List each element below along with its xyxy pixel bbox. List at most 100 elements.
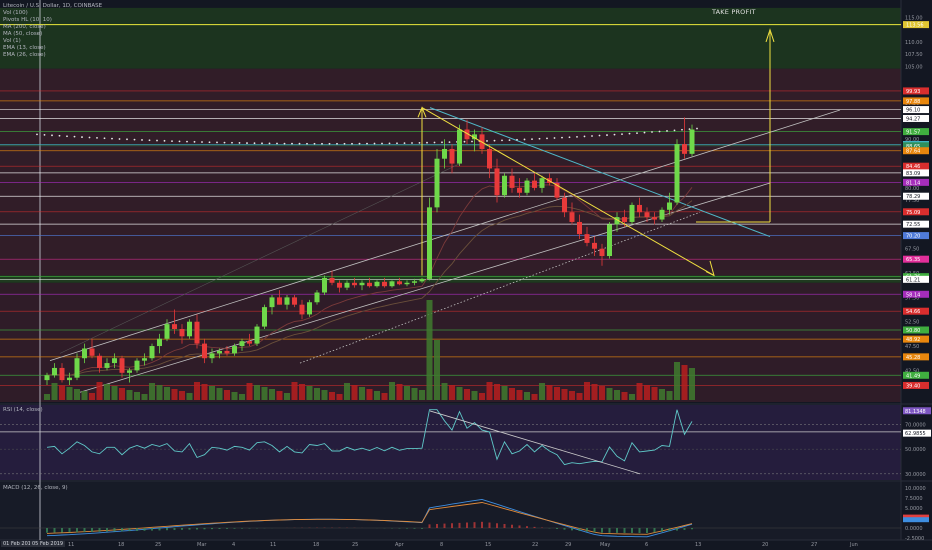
ma200-dot bbox=[643, 131, 646, 134]
descending-teal-line bbox=[429, 107, 771, 238]
price-badge bbox=[903, 208, 929, 216]
price-tick-label: 77.50 bbox=[905, 198, 919, 204]
macd-histogram-bar bbox=[188, 528, 191, 530]
candle-body bbox=[74, 358, 80, 378]
ma200-dot bbox=[381, 142, 383, 145]
indicator-vol1[interactable]: Vol (1) bbox=[3, 38, 21, 44]
ma200-dot bbox=[373, 142, 376, 145]
volume-bar bbox=[464, 389, 470, 400]
volume-bar bbox=[411, 388, 418, 400]
volume-bar bbox=[546, 385, 553, 400]
indicator-ema13[interactable]: EMA (13, close) bbox=[3, 45, 46, 51]
price-badge bbox=[903, 147, 929, 155]
volume-bar bbox=[261, 387, 268, 400]
volume-bar bbox=[239, 394, 245, 400]
x-tick-label: Apr bbox=[395, 542, 404, 548]
candle-body bbox=[652, 217, 657, 220]
x-tick-label: 27 bbox=[811, 542, 818, 548]
price-badge-label: 83.09 bbox=[906, 171, 920, 177]
symbol-title: Litecoin / U.S. Dollar, 1D, COINBASE bbox=[3, 3, 103, 9]
indicator-vol100[interactable]: Vol (100) bbox=[3, 10, 28, 16]
ma200-dot bbox=[463, 140, 466, 143]
macd-histogram-bar bbox=[631, 528, 633, 533]
rsi-tick-label: 30.0000 bbox=[905, 472, 926, 478]
candle-body bbox=[592, 242, 597, 249]
volume-bar bbox=[591, 384, 598, 400]
ma200-dot bbox=[283, 142, 286, 145]
macd-histogram-bar bbox=[76, 528, 78, 533]
macd-histogram-bar bbox=[601, 528, 603, 533]
signal-line bbox=[46, 502, 693, 535]
macd-histogram-bar bbox=[623, 528, 626, 533]
candle-body bbox=[427, 207, 432, 279]
x-tick-label: 25 bbox=[155, 542, 162, 548]
macd-histogram-bar bbox=[151, 528, 153, 531]
volume-bar bbox=[576, 393, 583, 400]
candle-body bbox=[254, 326, 260, 344]
ma200-dot bbox=[553, 137, 556, 139]
indicator-ema26[interactable]: EMA (26, close) bbox=[3, 52, 46, 58]
macd-histogram-bar bbox=[481, 521, 483, 528]
price-badge-label: 39.40 bbox=[906, 383, 920, 389]
candle-body bbox=[97, 355, 102, 368]
x-tick-label: 8 bbox=[440, 542, 444, 548]
candle-body bbox=[247, 341, 252, 344]
indicator-pivots[interactable]: Pivots HL (10, 10) bbox=[3, 17, 52, 23]
macd-tick-label: 7.5000 bbox=[905, 496, 923, 502]
candle-body bbox=[284, 297, 290, 305]
price-badge-label: 70.20 bbox=[906, 234, 920, 240]
price-tick-label: 110.00 bbox=[905, 40, 923, 46]
volume-bar bbox=[531, 394, 538, 400]
price-badge bbox=[903, 307, 929, 315]
price-badge-label: 41.49 bbox=[906, 373, 920, 379]
candle-body bbox=[134, 360, 140, 371]
ma200-dot bbox=[111, 137, 113, 140]
price-badge bbox=[903, 371, 929, 379]
ma200-dot bbox=[681, 128, 683, 131]
ma200-dot bbox=[343, 142, 346, 145]
rsi-badge-2-label: 62.9855 bbox=[905, 431, 926, 437]
price-tick-label: 47.50 bbox=[905, 344, 919, 350]
candle-body bbox=[157, 338, 162, 347]
indicator-ma200[interactable]: MA (200, close) bbox=[3, 24, 46, 30]
macd-histogram-bar bbox=[421, 528, 423, 529]
candle-body bbox=[202, 343, 207, 359]
macd-histogram-bar bbox=[113, 528, 116, 532]
volume-bar bbox=[651, 387, 658, 400]
ma200-dot bbox=[658, 130, 661, 133]
ma200-dot bbox=[178, 140, 181, 143]
descending-yellow-line bbox=[421, 107, 715, 276]
macd-badge-red bbox=[903, 514, 929, 520]
macd-histogram-bar bbox=[83, 528, 86, 533]
price-tick-label: 107.50 bbox=[905, 52, 923, 58]
volume-bar bbox=[126, 390, 133, 400]
candle-body bbox=[464, 129, 470, 140]
macd-histogram-bar bbox=[61, 528, 63, 533]
price-badge bbox=[903, 192, 929, 200]
price-tick-label: 67.50 bbox=[905, 247, 919, 253]
ma200-dot bbox=[268, 142, 271, 145]
ma200-dot bbox=[568, 136, 571, 139]
ma200-dot bbox=[88, 136, 91, 139]
indicator-ma50[interactable]: MA (50, close) bbox=[3, 31, 43, 37]
macd-histogram-bar bbox=[683, 528, 686, 530]
price-badge-label: 48.92 bbox=[906, 337, 920, 343]
macd-histogram-bar bbox=[173, 528, 176, 531]
volume-bar bbox=[666, 391, 673, 400]
price-badge bbox=[903, 87, 929, 95]
macd-histogram-bar bbox=[211, 528, 213, 530]
price-tick-label: 115.00 bbox=[905, 16, 923, 22]
price-badge-label: 97.88 bbox=[906, 99, 920, 105]
price-badge bbox=[903, 255, 929, 263]
macd-histogram-bar bbox=[556, 528, 558, 529]
candle-body bbox=[322, 277, 327, 293]
ma200-dot bbox=[171, 140, 173, 143]
ma200-dot bbox=[621, 133, 623, 136]
x-tick-label: 13 bbox=[695, 542, 702, 548]
candle-body bbox=[299, 304, 305, 315]
price-badge-label: 113.56 bbox=[906, 23, 924, 29]
price-tick-label: 105.00 bbox=[905, 64, 923, 70]
volume-bar bbox=[284, 393, 290, 400]
macd-tick-label: 10.0000 bbox=[905, 486, 926, 492]
